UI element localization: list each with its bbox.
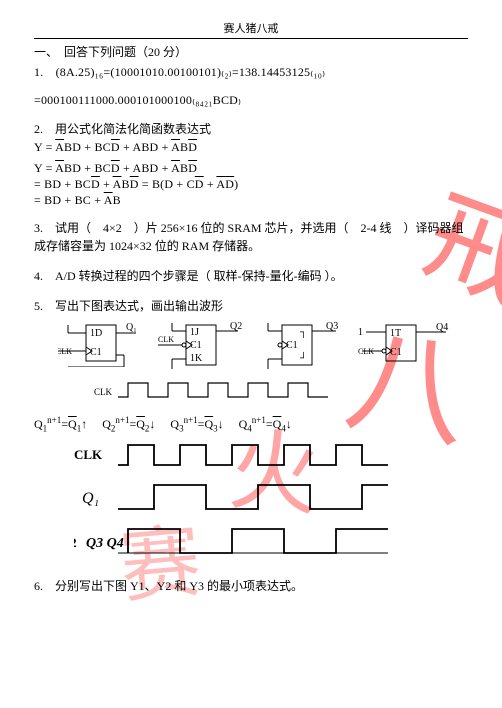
header-rule: [34, 38, 468, 39]
svg-text:Q₁: Q₁: [126, 322, 137, 333]
svg-text:Q3 Q4: Q3 Q4: [86, 536, 124, 551]
svg-text:1: 1: [358, 327, 363, 338]
t-flipflop: 1 1T C1 Q4 CLK: [358, 321, 454, 367]
page-header: 赛人猪八戒: [34, 20, 468, 38]
svg-text:Q2: Q2: [74, 535, 77, 550]
svg-text:1T: 1T: [390, 328, 401, 339]
formula-4: = BD + BC + AB: [34, 193, 468, 208]
svg-text:┘: ┘: [299, 351, 307, 364]
svg-text:1J: 1J: [190, 327, 199, 338]
svg-text:C1: C1: [90, 347, 102, 358]
timing-diagram: CLK Q₁ Q2 Q3 Q4: [74, 437, 414, 567]
clk-waveform-small: CLK: [94, 377, 334, 407]
svg-text:C1: C1: [390, 347, 402, 358]
transition-equations: Q1n+1=Q1↑ Q2n+1=Q2↓ Q3n+1=Q3↓ Q4n+1=Q4↓: [34, 415, 468, 433]
svg-text:CLK: CLK: [158, 335, 174, 344]
q5-text: 5. 写出下图表达式，画出输出波形: [34, 297, 468, 315]
svg-text:CLK: CLK: [74, 447, 103, 462]
q1-line1: 1. (8A.25)₁₆=(10001010.00100101)₍₂₎=138.…: [34, 63, 468, 81]
jk-flipflop: 1J C1 1K Q2 CLK: [158, 321, 246, 371]
q4-text: 4. A/D 转换过程的四个步骤是（ 取样-保持-量化-编码 ）。: [34, 267, 468, 285]
svg-text:1K: 1K: [190, 353, 203, 364]
q3-text: 3. 试用（ 4×2 ）片 256×16 位的 SRAM 芯片，并选用（ 2-4…: [34, 219, 468, 255]
svg-text:CLK: CLK: [358, 347, 374, 356]
flipflop-row: 1D C1 Q₁ CLK 1J C1 1K Q2: [58, 321, 468, 371]
svg-text:1D: 1D: [90, 328, 102, 339]
q2-text: 2. 用公式化简法化简函数表达式: [34, 120, 468, 138]
q1-line2: =000100111000.000101000100₍₈₄₂₁BCD₎: [34, 91, 468, 109]
svg-text:Q3: Q3: [326, 321, 338, 332]
section-1-title: 一、 回答下列问题（20 分）: [34, 43, 468, 61]
d-flipflop: 1D C1 Q₁ CLK: [58, 321, 142, 367]
svg-text:Q4: Q4: [436, 322, 448, 333]
svg-text:Q2: Q2: [230, 321, 242, 332]
svg-text:CLK: CLK: [58, 347, 72, 356]
svg-text:┐: ┐: [299, 327, 307, 338]
svg-text:Q₁: Q₁: [82, 490, 99, 507]
formula-3: = BD + BCD + ABD = B(D + CD + AD): [34, 177, 468, 192]
sr-flipflop: ┐ C1 ┘ Q3: [262, 321, 342, 371]
svg-text:CLK: CLK: [94, 387, 113, 397]
formula-2: Y = ABD + BCD + ABD + ABD: [34, 161, 468, 176]
q6-text: 6. 分别写出下图 Y1、Y2 和 Y3 的最小项表达式。: [34, 577, 468, 595]
formula-1: Y = ABD + BCD + ABD + ABD: [34, 140, 468, 155]
